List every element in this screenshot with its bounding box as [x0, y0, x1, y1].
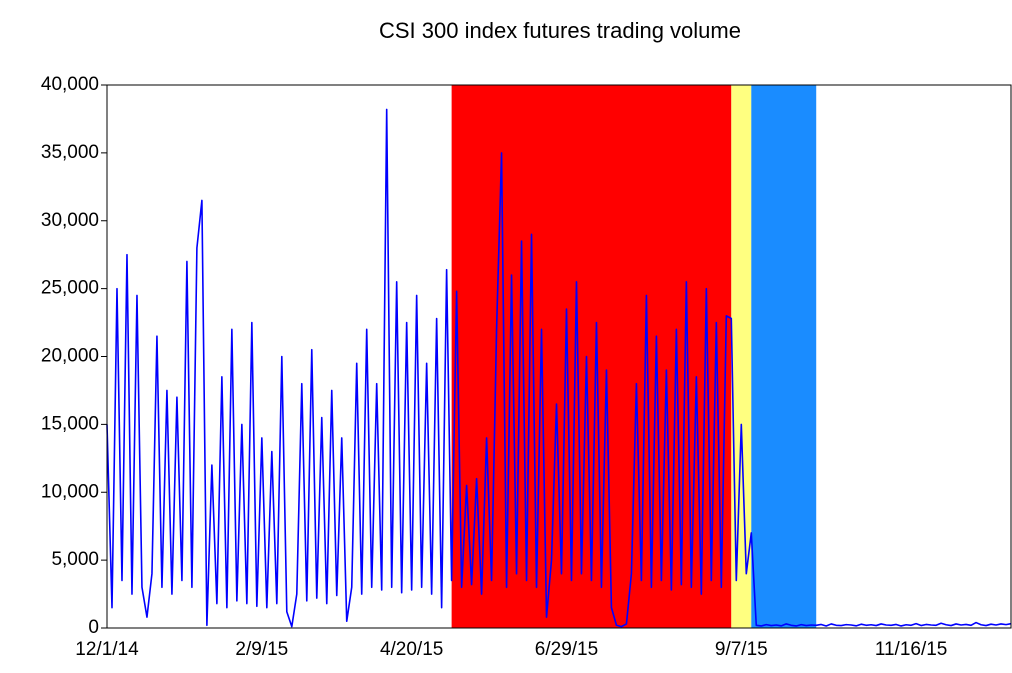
x-tick-label: 2/9/15 [235, 639, 288, 660]
y-tick-label: 30,000 [41, 210, 99, 231]
y-tick-label: 40,000 [41, 74, 99, 95]
y-tick-label: 20,000 [41, 346, 99, 367]
x-tick-label: 12/1/14 [75, 639, 139, 660]
chart-title: CSI 300 index futures trading volume [379, 18, 741, 43]
x-tick-label: 6/29/15 [535, 639, 598, 660]
plot-frame [106, 84, 1012, 629]
y-tick-label: 25,000 [41, 278, 99, 299]
y-tick-label: 5,000 [51, 549, 99, 570]
shaded-region [731, 85, 752, 628]
shaded-region [751, 85, 817, 628]
x-tick-label: 11/16/15 [875, 639, 948, 660]
y-tick-label: 35,000 [41, 142, 99, 163]
x-tick-label: 9/7/15 [715, 639, 768, 660]
y-tick-label: 15,000 [41, 413, 99, 434]
x-tick-label: 4/20/15 [380, 639, 443, 660]
data-line [106, 108, 1012, 628]
y-tick-label: 0 [88, 617, 99, 638]
y-tick-label: 10,000 [41, 481, 99, 502]
